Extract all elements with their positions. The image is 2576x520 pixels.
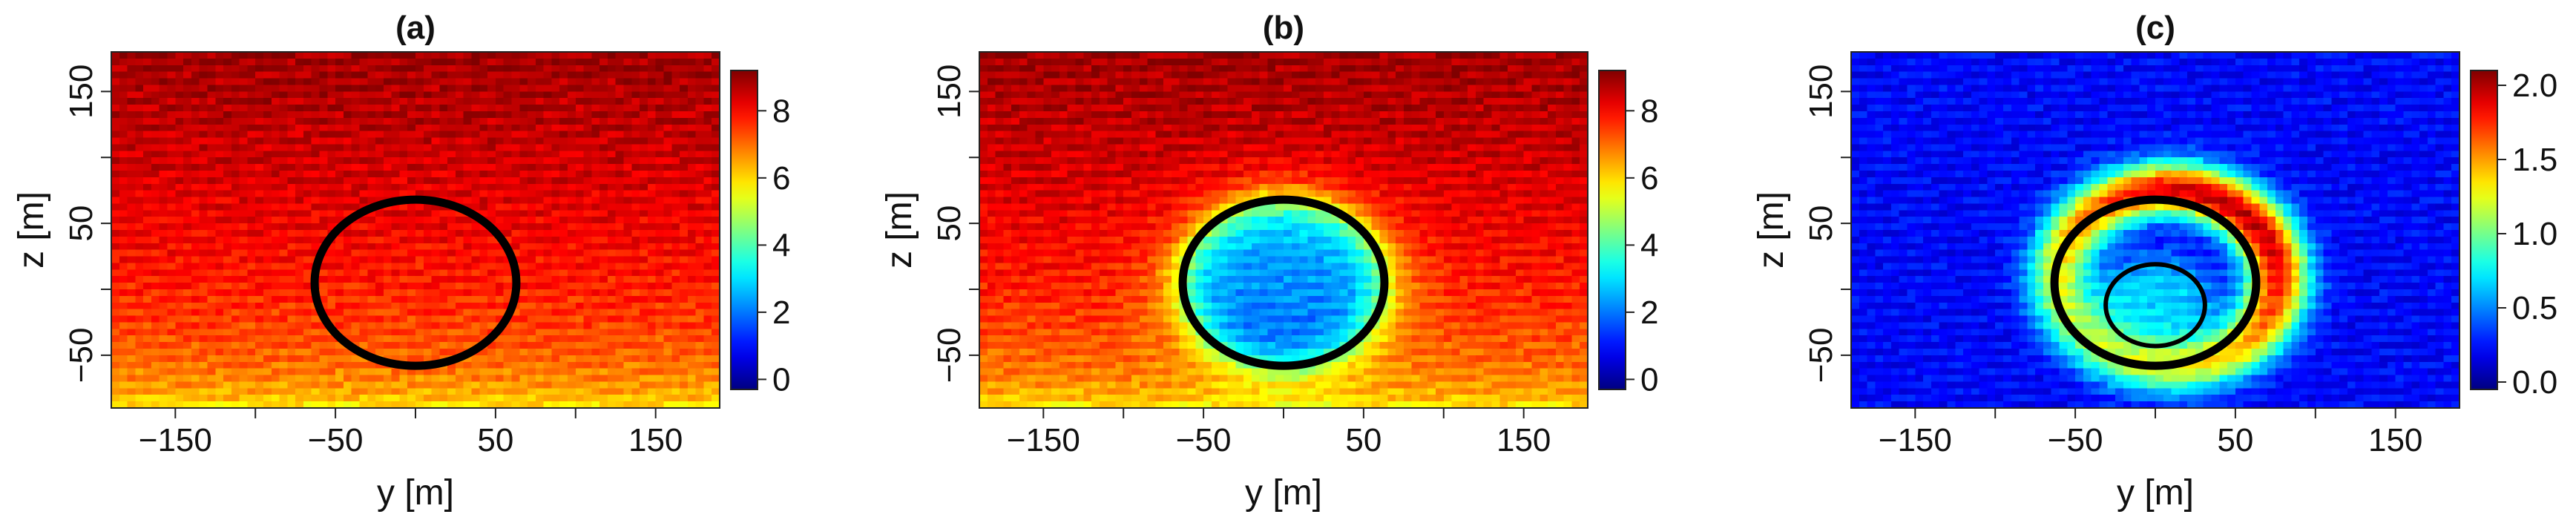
panel-a: (a) −150 −50 50 150 −50 50 150 y [m] z [m] 0 2 4 6 8 <box>12 10 790 513</box>
y-tick-label: 150 <box>931 65 967 119</box>
colorbar-tick-label: 1.5 <box>2512 142 2557 178</box>
panel-title: (c) <box>2135 10 2175 46</box>
x-axis-label: y [m] <box>377 473 454 513</box>
colorbar-tick-label: 0.5 <box>2512 290 2557 326</box>
y-tick-label: 50 <box>931 205 967 242</box>
y-tick-label: 150 <box>63 65 99 119</box>
colorbar <box>1598 70 1626 390</box>
y-tick-label: −50 <box>1803 328 1839 384</box>
y-axis-label: z [m] <box>12 191 51 269</box>
rotor-circle <box>310 195 521 370</box>
colorbar-tick-label: 2 <box>1640 294 1658 331</box>
panel-c: (c) −150 −50 50 150 −50 50 150 y [m] z [m] 0.0 0.5 1… <box>1752 10 2557 513</box>
colorbar-tick-label: 0 <box>772 361 790 398</box>
colorbar-tick-label: 0 <box>1640 361 1658 398</box>
x-tick-label: 150 <box>2368 422 2422 458</box>
colorbar-tick-label: 6 <box>1640 160 1658 197</box>
colorbar-tick-label: 8 <box>1640 93 1658 129</box>
colorbar-tick-label: 4 <box>772 227 790 263</box>
y-tick-label: −50 <box>63 328 99 384</box>
y-axis-label: z [m] <box>1752 191 1791 269</box>
colorbar-tick-label: 2.0 <box>2512 68 2557 104</box>
panel-title: (b) <box>1263 10 1304 46</box>
colorbar-tick-label: 4 <box>1640 227 1658 263</box>
colorbar-tick-label: 1.0 <box>2512 216 2557 252</box>
x-tick-label: −150 <box>1007 422 1080 458</box>
x-tick-label: −50 <box>1176 422 1232 458</box>
inner-circle <box>2103 262 2207 349</box>
rotor-circle <box>2050 195 2261 370</box>
colorbar <box>730 70 758 390</box>
colorbar <box>2470 70 2498 390</box>
colorbar-tick-label: 8 <box>772 93 790 129</box>
x-tick-label: −150 <box>1879 422 1952 458</box>
x-tick-label: −50 <box>2048 422 2103 458</box>
y-axis-label: z [m] <box>880 191 919 269</box>
y-tick-label: 150 <box>1803 65 1839 119</box>
y-tick-label: −50 <box>931 328 967 384</box>
x-tick-label: −150 <box>139 422 212 458</box>
x-tick-label: 50 <box>1345 422 1381 458</box>
x-tick-label: 150 <box>628 422 683 458</box>
panel-title: (a) <box>395 10 436 46</box>
colorbar-tick-label: 6 <box>772 160 790 197</box>
y-tick-label: 50 <box>1803 205 1839 242</box>
x-tick-label: −50 <box>308 422 364 458</box>
colorbar-tick-label: 0.0 <box>2512 364 2557 401</box>
heatmap-field <box>979 52 1588 408</box>
colorbar-tick-label: 2 <box>772 294 790 331</box>
heatmap-field <box>1851 52 2460 408</box>
heatmap-field <box>111 52 720 408</box>
rotor-circle <box>1178 195 1389 370</box>
x-tick-label: 50 <box>2217 422 2253 458</box>
x-axis-label: y [m] <box>1245 473 1322 513</box>
y-tick-label: 50 <box>63 205 99 242</box>
x-tick-label: 150 <box>1496 422 1551 458</box>
panel-b: (b) −150 −50 50 150 −50 50 150 y [m] z [m] 0 2 4 6 8 <box>880 10 1658 513</box>
x-tick-label: 50 <box>477 422 513 458</box>
x-axis-label: y [m] <box>2117 473 2194 513</box>
